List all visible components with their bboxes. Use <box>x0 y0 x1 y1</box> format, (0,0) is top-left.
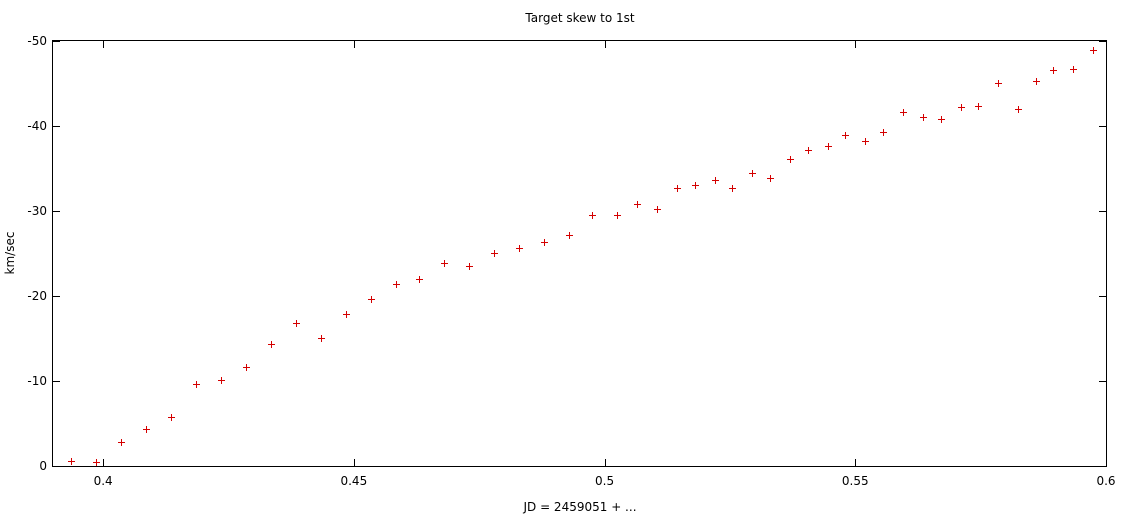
data-point <box>654 206 661 213</box>
data-point <box>118 439 125 446</box>
data-point <box>1070 66 1077 73</box>
data-point <box>995 80 1002 87</box>
data-point <box>143 426 150 433</box>
data-point <box>193 381 200 388</box>
data-point <box>393 281 400 288</box>
data-point <box>900 109 907 116</box>
data-point <box>1050 67 1057 74</box>
chart-title: Target skew to 1st <box>524 11 634 25</box>
data-point <box>920 114 927 121</box>
data-point <box>767 175 774 182</box>
data-point <box>674 185 681 192</box>
data-point <box>1090 47 1097 54</box>
data-point <box>749 170 756 177</box>
y-axis-label: km/sec <box>3 232 17 275</box>
x-tick-label: 0.5 <box>595 474 614 488</box>
data-point <box>729 185 736 192</box>
data-point <box>343 311 350 318</box>
y-tick-label: -20 <box>27 289 47 303</box>
data-point <box>218 377 225 384</box>
data-point <box>958 104 965 111</box>
y-tick-label: -30 <box>27 204 47 218</box>
y-axis: 0 -10 -20 -30 -40 -50 <box>27 34 1106 473</box>
data-point <box>614 212 621 219</box>
plot-frame <box>52 40 1107 467</box>
x-tick-label: 0.4 <box>94 474 113 488</box>
data-point <box>862 138 869 145</box>
data-point <box>491 250 498 257</box>
data-point <box>416 276 423 283</box>
data-point <box>466 263 473 270</box>
x-axis-label: JD = 2459051 + ... <box>522 500 636 514</box>
data-point <box>268 341 275 348</box>
data-point <box>93 459 100 466</box>
data-point <box>805 147 812 154</box>
data-point <box>1033 78 1040 85</box>
data-point <box>880 129 887 136</box>
data-point <box>634 201 641 208</box>
data-point <box>541 239 548 246</box>
data-point <box>243 364 250 371</box>
data-point <box>938 116 945 123</box>
data-point <box>318 335 325 342</box>
data-point <box>1015 106 1022 113</box>
data-point <box>441 260 448 267</box>
y-tick-label: -10 <box>27 374 47 388</box>
data-point <box>975 103 982 110</box>
data-point <box>566 232 573 239</box>
x-tick-label: 0.6 <box>1096 474 1115 488</box>
data-point <box>368 296 375 303</box>
y-tick-label: -50 <box>27 34 47 48</box>
data-point <box>168 414 175 421</box>
data-point <box>516 245 523 252</box>
data-points <box>68 47 1097 466</box>
x-axis: 0.4 0.45 0.5 0.55 0.6 <box>94 41 1116 488</box>
x-tick-label: 0.55 <box>842 474 869 488</box>
data-point <box>692 182 699 189</box>
x-tick-label: 0.45 <box>340 474 367 488</box>
data-point <box>68 458 75 465</box>
data-point <box>293 320 300 327</box>
data-point <box>842 132 849 139</box>
data-point <box>712 177 719 184</box>
data-point <box>825 143 832 150</box>
data-point <box>589 212 596 219</box>
y-tick-label: 0 <box>39 459 47 473</box>
data-point <box>787 156 794 163</box>
y-tick-label: -40 <box>27 119 47 133</box>
